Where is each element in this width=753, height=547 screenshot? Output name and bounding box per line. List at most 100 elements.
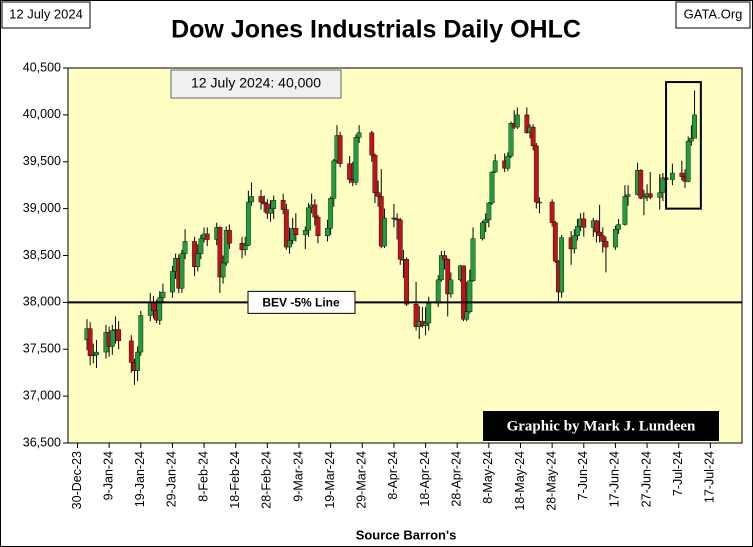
candle-body — [404, 259, 409, 305]
candle-body — [242, 244, 248, 251]
candle-body — [283, 209, 289, 248]
candle-body — [483, 219, 489, 223]
site-label: GATA.Org — [684, 6, 743, 21]
candle-body — [537, 201, 542, 204]
candle-body — [559, 237, 565, 293]
site-box — [675, 1, 751, 29]
candle-body — [116, 329, 122, 342]
candle-body — [328, 198, 334, 229]
candle-body — [331, 160, 337, 199]
x-tick-label: 28-Apr-24 — [450, 451, 464, 507]
x-tick-label: 29-Jan-24 — [165, 451, 179, 507]
candle-body — [492, 160, 498, 173]
y-tick-label: 39,500 — [23, 154, 61, 168]
candle-body — [135, 351, 141, 372]
candle-body — [552, 222, 558, 262]
x-tick-label: 19-Jan-24 — [133, 451, 147, 507]
candle-body — [179, 253, 185, 289]
candle-body — [151, 302, 156, 312]
x-tick-label: 28-May-24 — [544, 451, 558, 511]
candle-body — [660, 177, 666, 193]
y-tick-label: 38,000 — [23, 295, 61, 309]
candle-body — [514, 114, 520, 128]
candle-body — [337, 135, 343, 164]
annotation-box — [170, 69, 342, 99]
y-tick-label: 40,500 — [23, 60, 61, 74]
candle-body — [271, 199, 277, 209]
x-tick-label: 8-May-24 — [481, 451, 495, 504]
x-tick-label: 28-Feb-24 — [260, 451, 274, 509]
candle-body — [356, 132, 362, 138]
candle-body — [524, 114, 530, 133]
candle-body — [438, 255, 444, 281]
candle-body — [445, 259, 451, 295]
candle-body — [369, 132, 375, 156]
candle-body — [268, 208, 273, 214]
candle-body — [426, 303, 432, 324]
x-tick-label: 17-Jul-24 — [703, 451, 717, 503]
candle-body — [603, 241, 609, 248]
candle-body — [87, 328, 93, 357]
candle-body — [413, 304, 419, 327]
candle-body — [287, 240, 292, 248]
candle-body — [195, 253, 201, 267]
candle-body — [293, 228, 299, 236]
candle-body — [157, 297, 163, 321]
candle-body — [641, 196, 647, 199]
candle-body — [486, 202, 492, 221]
candle-body — [217, 227, 223, 278]
candle-body — [306, 207, 311, 231]
candle-body — [182, 241, 188, 254]
x-tick-label: 7-Jun-24 — [576, 451, 590, 500]
candle-body — [461, 265, 466, 320]
candle-body — [625, 194, 631, 197]
candle-body — [245, 201, 251, 246]
candle-body — [325, 228, 330, 237]
candle-body — [315, 216, 321, 237]
x-tick-label: 9-Mar-24 — [291, 451, 305, 502]
candle-body — [669, 172, 675, 180]
candle-body — [616, 224, 621, 230]
candle-body — [109, 330, 115, 347]
credit: Graphic by Mark J. Lundeen — [507, 418, 696, 434]
candle-body — [226, 229, 232, 244]
candle-body — [692, 114, 697, 139]
candle-body — [489, 171, 495, 204]
x-tick-label: 18-May-24 — [513, 451, 527, 511]
candle-body — [530, 126, 536, 147]
chart-title: Dow Jones Industrials Daily OHLC — [171, 16, 581, 44]
y-tick-label: 37,500 — [23, 342, 61, 356]
y-tick-label: 38,500 — [23, 248, 61, 262]
annotation: 12 July 2024: 40,000 — [191, 75, 321, 91]
candle-body — [581, 218, 587, 228]
candle-body — [470, 238, 476, 282]
x-tick-label: 8-Feb-24 — [196, 451, 210, 502]
candle-body — [571, 235, 577, 250]
candle-body — [280, 199, 286, 210]
highlight-box — [665, 81, 702, 210]
reference-label: BEV -5% Line — [262, 296, 340, 310]
y-tick-label: 36,500 — [23, 435, 61, 449]
x-tick-label: 18-Feb-24 — [228, 451, 242, 509]
candle-body — [597, 231, 603, 237]
candle-body — [94, 351, 99, 356]
candle-body — [391, 217, 397, 220]
candle-body — [258, 196, 264, 203]
candle-body — [128, 340, 134, 363]
candle-body — [261, 201, 267, 205]
candle-body — [594, 220, 599, 233]
date-label: 12 July 2024 — [9, 6, 83, 21]
credit-box — [483, 411, 719, 441]
candle-body — [372, 154, 378, 193]
y-tick-label: 40,000 — [23, 107, 61, 121]
candle-body — [464, 311, 470, 320]
candle-body — [423, 322, 428, 327]
candle-body — [435, 279, 441, 304]
x-tick-label: 17-Jun-24 — [608, 451, 622, 507]
candle-body — [575, 226, 580, 237]
candle-body — [375, 192, 381, 197]
candle-body — [688, 138, 694, 142]
candle-body — [382, 217, 387, 247]
